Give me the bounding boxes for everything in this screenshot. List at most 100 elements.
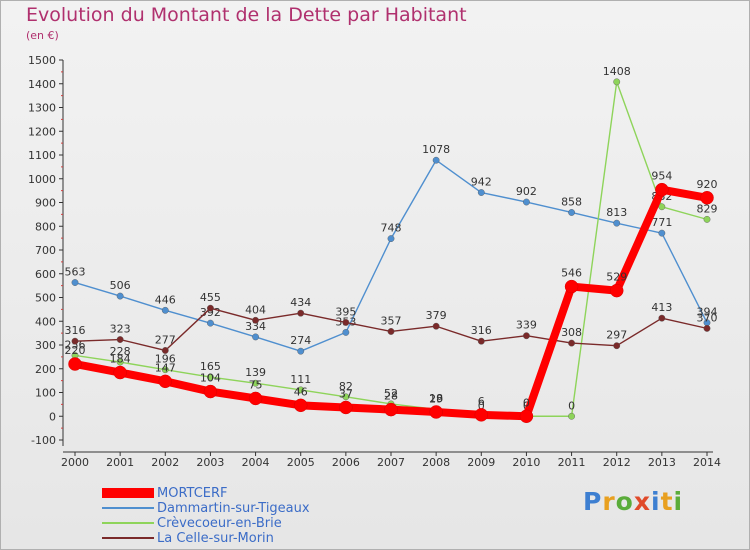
data-point [68, 357, 82, 371]
data-point [613, 342, 621, 350]
data-label: 104 [200, 372, 221, 385]
y-tick-label: 1300 [28, 102, 56, 115]
data-point [158, 374, 173, 389]
y-tick-label: 1400 [28, 78, 56, 91]
data-point [568, 412, 575, 420]
y-tick-label: 900 [35, 197, 56, 210]
data-label: 274 [290, 334, 311, 347]
data-label: 394 [697, 306, 718, 319]
data-label: 748 [381, 222, 402, 235]
data-label: 858 [561, 195, 582, 208]
legend-item-dammartin: Dammartin-sur-Tigeaux [102, 500, 310, 516]
data-label: 52 [384, 387, 398, 400]
data-point [429, 405, 443, 419]
y-tick-label: 400 [35, 315, 56, 328]
data-label: 297 [606, 329, 627, 342]
x-tick-label: 2002 [151, 456, 179, 469]
data-point [568, 339, 575, 347]
chart-title: Evolution du Montant de la Dette par Hab… [26, 4, 467, 26]
x-tick-label: 2009 [467, 456, 495, 469]
y-tick-label: 1100 [28, 149, 56, 162]
data-label: 0 [523, 396, 530, 409]
data-label: 334 [245, 320, 266, 333]
data-point [342, 329, 350, 336]
logo-letter: o [615, 487, 634, 516]
data-point [477, 189, 485, 196]
data-label: 0 [568, 399, 575, 412]
x-tick-label: 2003 [196, 456, 224, 469]
x-tick-label: 2012 [603, 456, 631, 469]
data-label: 379 [426, 309, 447, 322]
data-label: 902 [516, 185, 537, 198]
legend-swatch [102, 537, 154, 539]
data-label: 323 [110, 323, 131, 336]
legend-item-mortcerf: MORTCERF [102, 485, 228, 501]
legend-swatch [102, 488, 154, 498]
data-label: 404 [245, 303, 266, 316]
data-point [432, 322, 440, 330]
y-tick-label: 300 [35, 339, 56, 352]
x-tick-label: 2004 [242, 456, 270, 469]
data-point [116, 292, 124, 300]
data-point [432, 156, 440, 164]
x-tick-label: 2006 [332, 456, 360, 469]
legend-label: Dammartin-sur-Tigeaux [157, 500, 310, 516]
x-tick-label: 2013 [648, 456, 676, 469]
data-point [613, 78, 621, 86]
data-label: 316 [471, 324, 492, 337]
data-label: 546 [561, 267, 582, 280]
data-point [609, 283, 624, 298]
data-point [519, 409, 534, 423]
y-tick-label: 1200 [28, 125, 56, 138]
legend-label: La Celle-sur-Morin [157, 530, 274, 546]
data-point [248, 391, 263, 406]
x-tick-label: 2005 [287, 456, 315, 469]
unit-label: (en €) [26, 29, 59, 42]
legend-item-la-celle: La Celle-sur-Morin [102, 530, 274, 546]
data-point [523, 332, 530, 340]
y-tick-label: 800 [35, 220, 56, 233]
data-point [613, 219, 621, 227]
data-label: 165 [200, 360, 221, 373]
x-tick-label: 2014 [693, 456, 721, 469]
logo-letter: t [660, 487, 674, 516]
data-point [161, 366, 169, 374]
data-label: 395 [335, 305, 356, 318]
data-label: 920 [697, 178, 718, 191]
data-point [71, 337, 79, 345]
data-point [71, 279, 79, 286]
logo-letter: i [651, 487, 661, 516]
data-point [658, 314, 666, 322]
data-point [342, 393, 350, 401]
data-point [297, 386, 305, 394]
data-point [113, 365, 127, 380]
data-point [252, 379, 259, 387]
data-label: 813 [606, 206, 627, 219]
data-point [252, 316, 259, 324]
data-label: 147 [155, 361, 176, 374]
x-tick-label: 2000 [61, 456, 89, 469]
data-label: 37 [339, 387, 353, 400]
logo-letter: r [602, 487, 616, 516]
legend-swatch [102, 522, 154, 524]
data-point [658, 229, 666, 237]
data-label: 316 [65, 324, 86, 337]
data-point [161, 306, 169, 314]
y-tick-label: 700 [35, 244, 56, 257]
data-label: 46 [294, 385, 308, 398]
data-label: 18 [429, 392, 443, 405]
data-label: 954 [651, 170, 672, 183]
logo-letter: x [633, 487, 651, 516]
data-point [339, 400, 353, 415]
data-point [207, 304, 214, 312]
legend-item-crevecoeur: Crèvecoeur-en-Brie [102, 515, 282, 531]
x-tick-label: 2011 [558, 456, 586, 469]
y-tick-label: 0 [49, 410, 56, 423]
data-point [387, 235, 395, 243]
data-label: 339 [516, 319, 537, 332]
data-point [203, 384, 218, 399]
legend-label: Crèvecoeur-en-Brie [157, 515, 282, 531]
logo-letter: i [673, 487, 684, 516]
y-tick-label: 200 [35, 363, 56, 376]
